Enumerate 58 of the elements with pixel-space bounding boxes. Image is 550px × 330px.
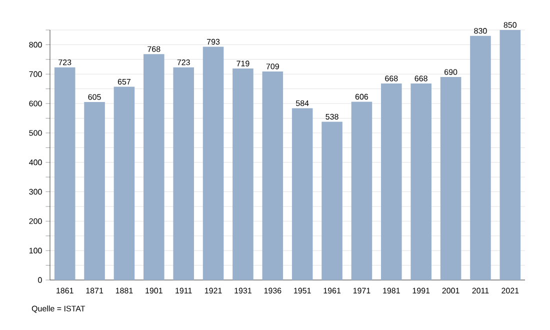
y-tick-label: 600 <box>29 100 42 106</box>
data-label: 538 <box>326 114 338 120</box>
data-label: 723 <box>177 59 190 66</box>
bar <box>381 84 402 280</box>
bar <box>322 122 342 280</box>
x-tick-label: 1861 <box>56 288 74 294</box>
y-tick-label: 700 <box>29 71 42 77</box>
y-tick-label: 500 <box>29 130 42 136</box>
x-tick-label: 1991 <box>412 288 430 294</box>
bar <box>292 108 313 280</box>
data-label: 606 <box>355 94 368 100</box>
x-tick-label: 1901 <box>146 288 162 294</box>
bar <box>144 54 164 280</box>
data-label: 709 <box>266 64 279 70</box>
data-label: 768 <box>148 46 160 52</box>
data-label: 690 <box>444 69 458 75</box>
y-tick-label: 200 <box>29 218 42 224</box>
x-tick-label: 2021 <box>502 288 519 294</box>
y-tick-label: 300 <box>29 188 42 195</box>
bar <box>262 71 284 280</box>
bar <box>470 36 491 280</box>
bar <box>84 102 105 280</box>
x-tick-label: 2001 <box>442 288 460 294</box>
bar <box>351 102 372 280</box>
data-label: 723 <box>58 59 72 66</box>
bar <box>173 67 194 280</box>
bar <box>440 77 462 280</box>
x-tick-label: 1971 <box>353 288 370 294</box>
data-label: 584 <box>296 100 309 106</box>
x-tick-label: 1981 <box>383 288 400 294</box>
y-tick-label: 800 <box>29 42 42 48</box>
x-tick-label: 1951 <box>294 288 311 294</box>
data-label: 668 <box>385 76 398 82</box>
bar <box>54 67 76 280</box>
bar <box>202 46 224 280</box>
x-tick-label: 1931 <box>234 288 252 294</box>
bar <box>410 84 432 280</box>
source-note: Quelle = ISTAT <box>32 306 86 313</box>
x-tick-label: 1911 <box>176 288 192 294</box>
data-label: 605 <box>88 94 101 100</box>
data-label: 793 <box>207 38 220 45</box>
data-label: 850 <box>504 22 517 28</box>
data-label: 719 <box>236 60 250 66</box>
x-tick-label: 1936 <box>264 288 282 294</box>
x-tick-label: 1921 <box>204 288 222 294</box>
bar <box>114 86 135 280</box>
x-tick-label: 1871 <box>86 288 104 294</box>
x-tick-label: 2011 <box>472 288 489 294</box>
y-tick-label: 0 <box>38 277 42 283</box>
data-label: 657 <box>118 78 130 85</box>
y-tick-label: 400 <box>29 160 42 166</box>
x-tick-label: 1881 <box>116 288 133 294</box>
y-tick-label: 100 <box>29 248 42 254</box>
data-label: 830 <box>474 28 487 34</box>
bar <box>500 30 521 280</box>
data-label: 668 <box>414 76 428 82</box>
bar <box>232 68 254 280</box>
x-tick-label: 1961 <box>324 288 341 294</box>
